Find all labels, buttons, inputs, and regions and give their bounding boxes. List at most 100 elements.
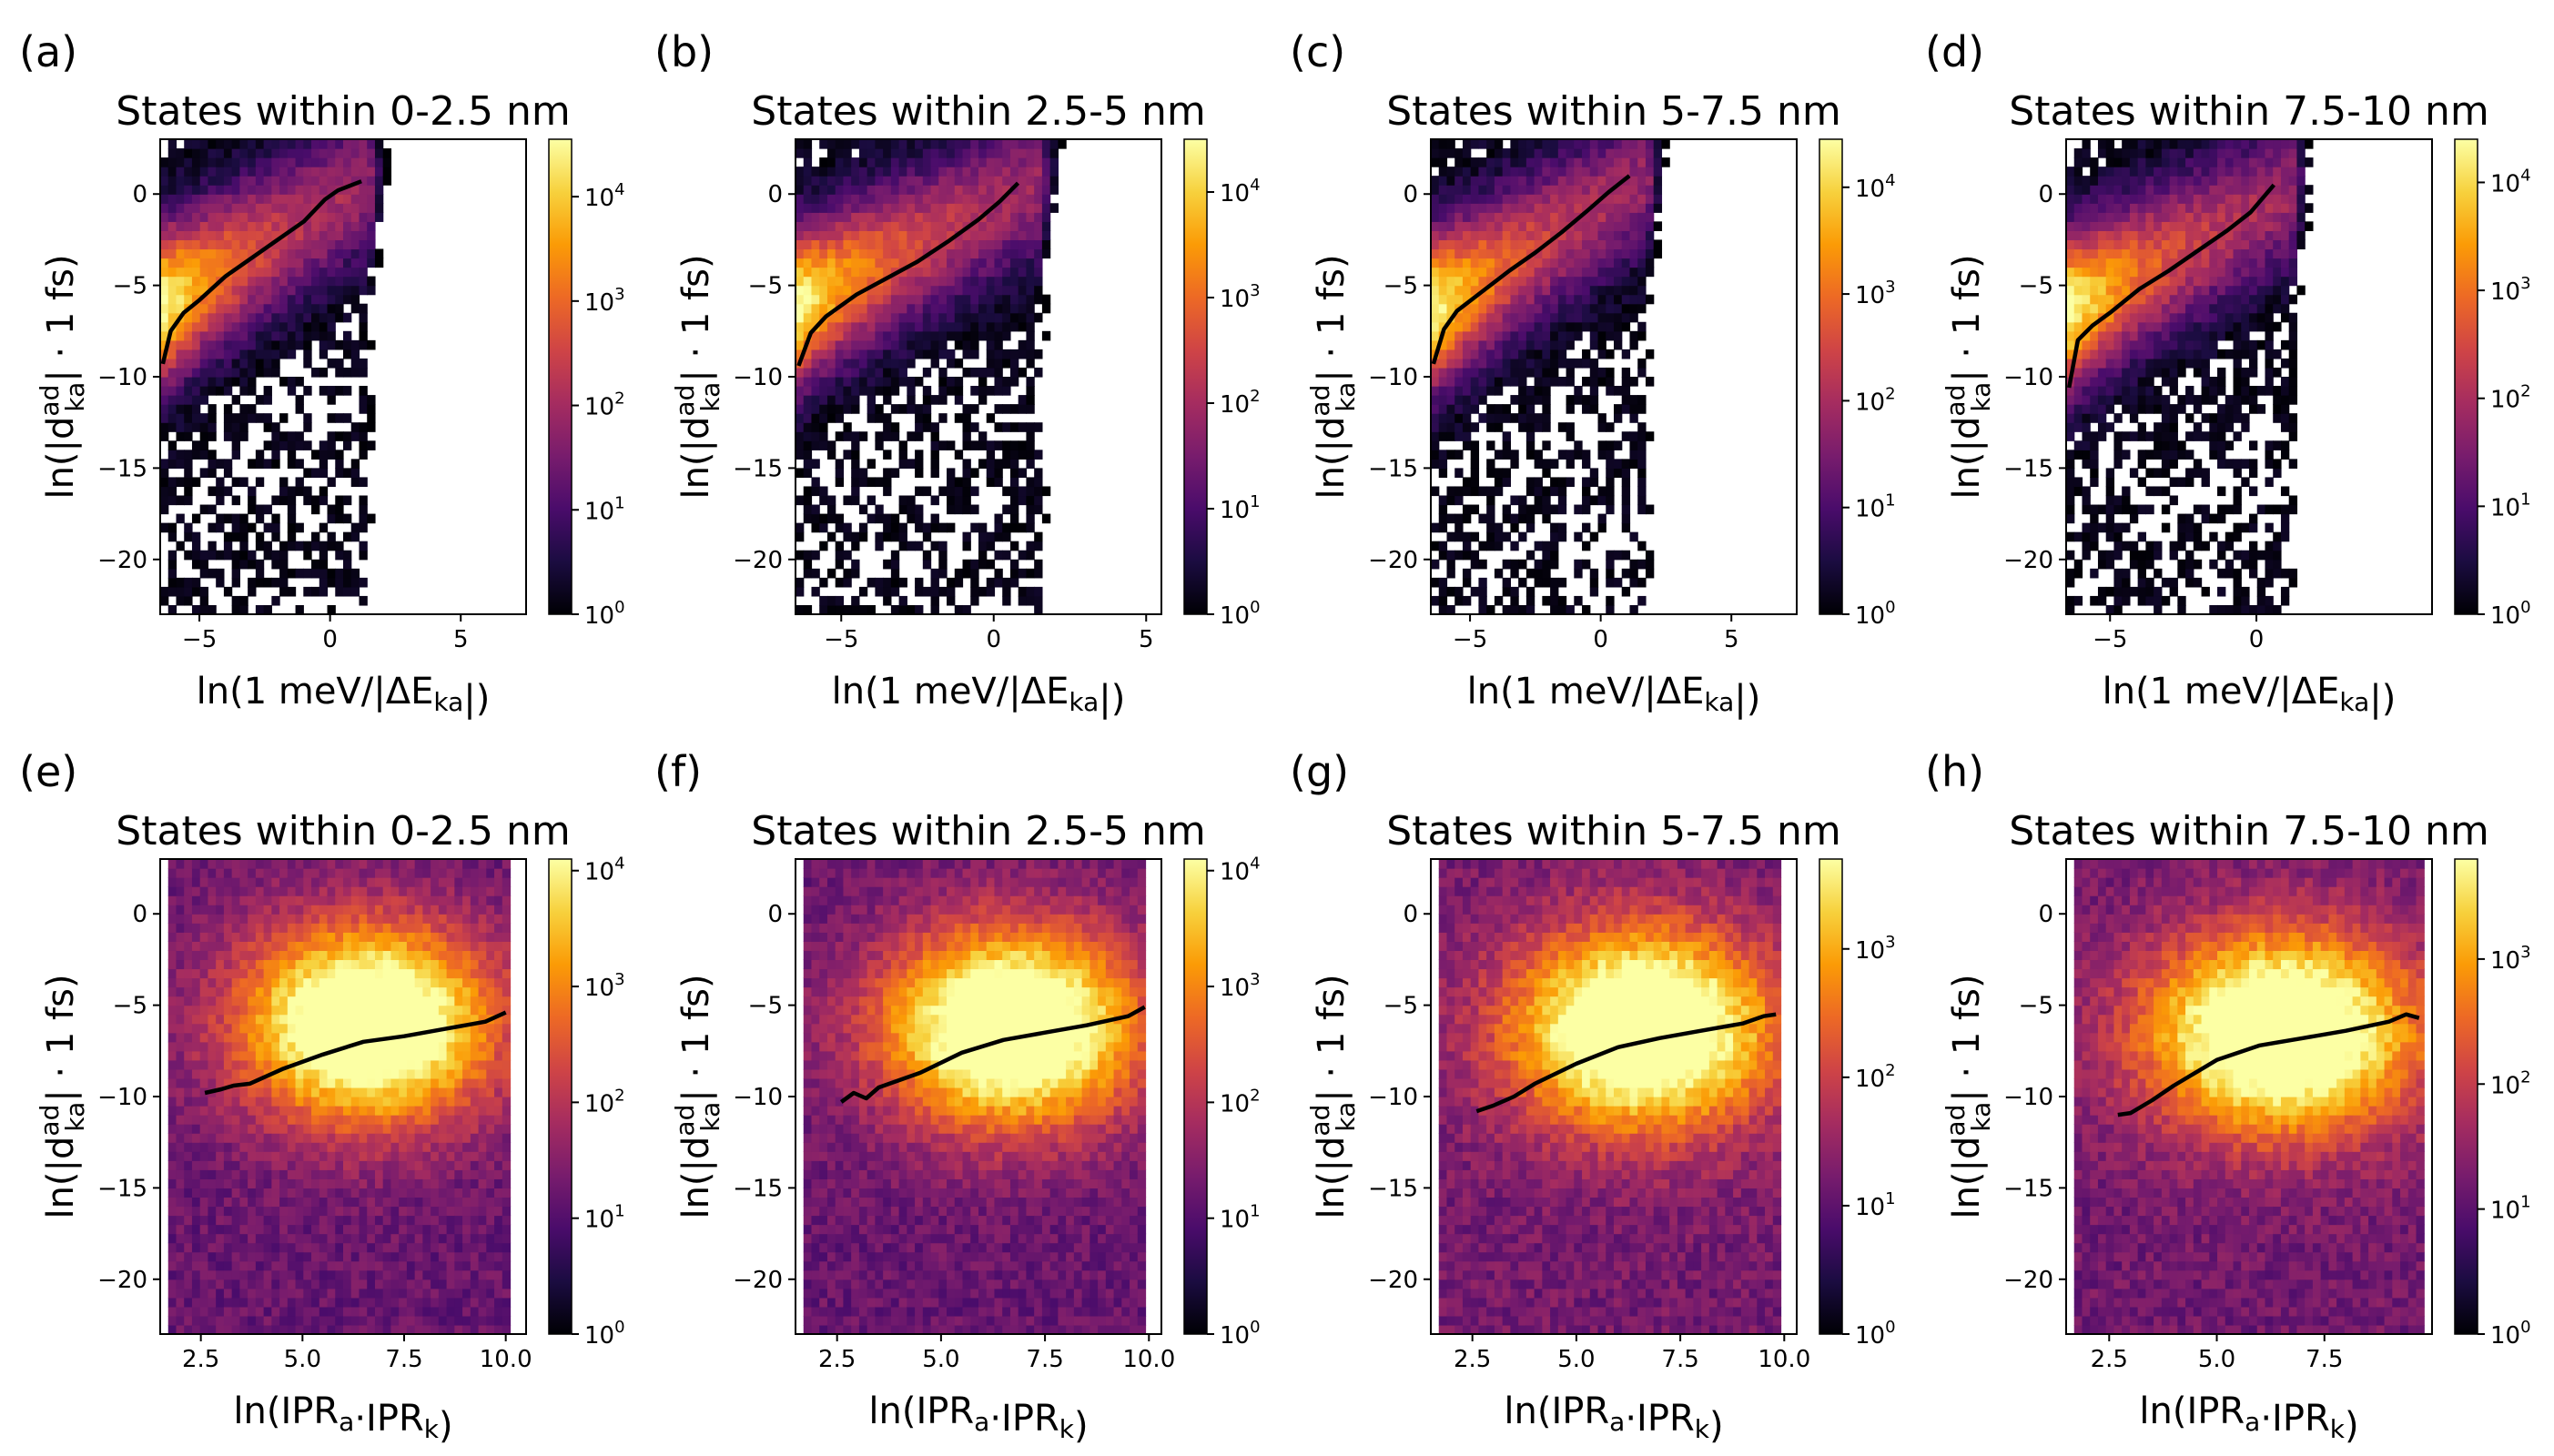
heatmap-cell [359,303,368,314]
median-line-d [2066,183,2276,389]
heatmap-cell [2073,440,2083,450]
heatmap-cell [2113,148,2123,158]
heatmap-cell [191,877,201,887]
heatmap-cell [2161,595,2171,606]
heatmap-cell [287,522,297,533]
heatmap-cell [2113,185,2123,195]
heatmap-cell [2073,395,2083,405]
heatmap-cell [803,194,813,204]
heatmap-cell [216,194,225,204]
heatmap-cell [2256,185,2266,195]
heatmap-cell [311,221,320,231]
heatmap-cell [1002,504,1011,515]
heatmap-cell [1431,203,1440,213]
heatmap-cell [1518,504,1527,515]
heatmap-cell [826,194,836,204]
heatmap-cell [184,1251,193,1262]
heatmap-cell [2209,194,2218,204]
heatmap-cell [359,431,368,441]
heatmap-cell [2129,221,2139,231]
heatmap-cell [343,550,352,561]
heatmap-cell [1629,285,1638,296]
heatmap-cell [811,239,820,250]
heatmap-cell [167,1106,177,1116]
heatmap-cell [167,148,177,158]
heatmap-cell [2265,504,2274,515]
heatmap-cell [978,321,988,332]
heatmap-cell [915,504,924,515]
heatmap-cell [938,413,948,423]
heatmap-cell [167,859,177,869]
heatmap-cell [915,294,924,305]
heatmap-cell [1534,422,1543,432]
heatmap-cell [2082,377,2091,387]
heatmap-cell [883,531,892,542]
heatmap-cell [1462,377,1472,387]
heatmap-cell [167,440,177,450]
heatmap-cell [2265,267,2274,278]
colorbar-d [2454,138,2478,615]
heatmap-cell [954,267,964,278]
heatmap-cell [1534,477,1543,488]
heatmap-cell [962,167,971,177]
heatmap-cell [1454,221,1464,231]
heatmap-cell [2082,550,2091,561]
heatmap-cell [271,531,280,542]
heatmap-cell [1018,294,1028,305]
heatmap-cell [199,1297,209,1308]
heatmap-cell [208,194,217,204]
heatmap-cell [167,1324,177,1334]
heatmap-cell [1494,595,1504,606]
heatmap-cell [915,248,924,259]
heatmap-cell [2296,148,2306,158]
heatmap-cell [1486,267,1495,278]
heatmap-cell [271,267,280,278]
heatmap-cell [248,377,257,387]
heatmap-cell [2225,148,2235,158]
heatmap-cell [160,267,169,278]
heatmap-cell [1034,504,1043,515]
heatmap-cell [191,167,201,177]
heatmap-cell [1557,239,1567,250]
heatmap-cell [1510,312,1519,323]
heatmap-cell [176,1306,185,1317]
heatmap-cell [875,258,884,268]
heatmap-cell [2241,422,2250,432]
heatmap-cell [239,550,248,561]
heatmap-cell [271,522,280,533]
heatmap-cell [1525,522,1535,533]
heatmap-cell [1534,267,1543,278]
heatmap-cell [1454,294,1464,305]
heatmap-cell [978,312,988,323]
heatmap-cell [1582,358,1591,369]
heatmap-cell [2256,267,2266,278]
heatmap-cell [2233,568,2242,579]
heatmap-cell [811,258,820,268]
heatmap-cell [2185,568,2194,579]
heatmap-cell [2209,139,2218,149]
heatmap-cell [1550,522,1559,533]
heatmap-cell [1446,495,1455,506]
heatmap-cell [970,440,979,450]
heatmap-cell [359,167,368,177]
heatmap-cell [2169,212,2178,222]
heatmap-cell [1534,157,1543,167]
heatmap-cell [1606,550,1615,561]
heatmap-cell [1629,440,1638,450]
heatmap-cell [2225,413,2235,423]
heatmap-cell [907,239,916,250]
heatmap-cell [930,577,939,588]
colorbar-tick-label: 100 [1220,598,1261,630]
heatmap-cell [1589,404,1599,414]
heatmap-cell [1589,167,1599,177]
heatmap-cell [176,1142,185,1152]
heatmap-cell [2066,495,2075,506]
heatmap-cell [1582,541,1591,551]
heatmap-cell [1026,586,1035,597]
heatmap-cell [2090,294,2099,305]
heatmap-cell [2249,258,2258,268]
heatmap-cell [858,531,868,542]
heatmap-cell [1557,531,1567,542]
heatmap-cell [343,330,352,341]
heatmap-cell [167,413,177,423]
